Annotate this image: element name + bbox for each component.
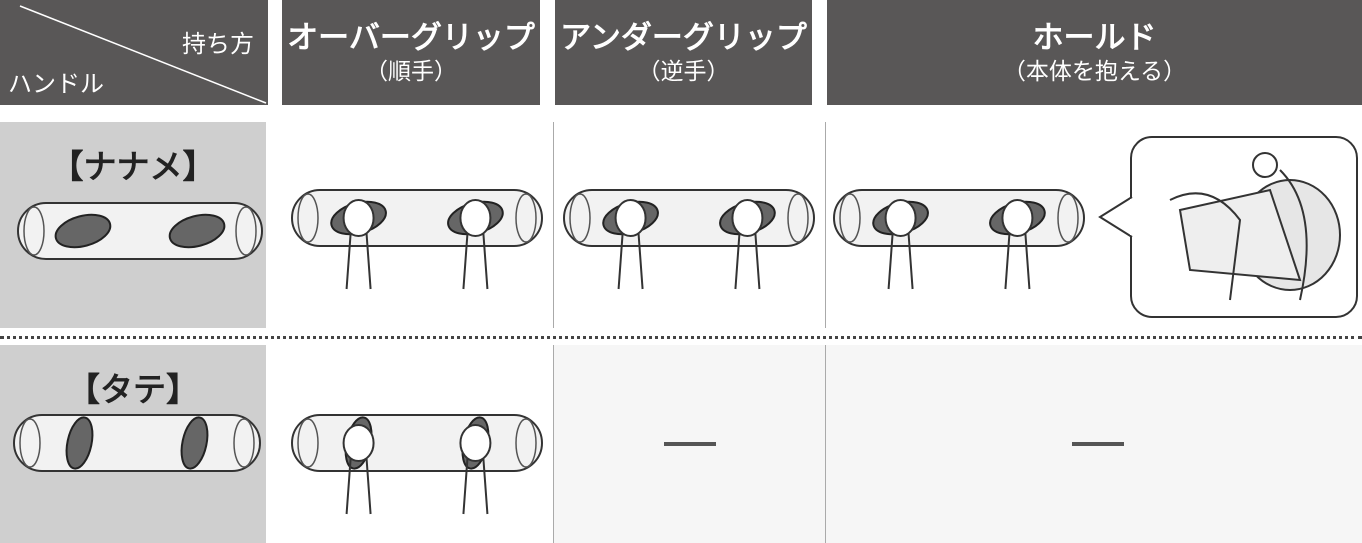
diagonal (19, 5, 267, 104)
roller-end (19, 418, 41, 468)
arm (734, 233, 761, 290)
arm (617, 233, 644, 290)
handle (168, 213, 226, 249)
column-subtitle: （本体を抱える） (1002, 59, 1187, 85)
roller-illustration (563, 189, 815, 290)
roller-body (563, 189, 815, 247)
hand (884, 199, 917, 237)
column-header: アンダーグリップ （逆手） (555, 0, 812, 105)
corner-cell: 持ち方 ハンドル (0, 0, 268, 105)
arm (1004, 233, 1031, 290)
row-label: 【ナナメ】 (50, 147, 216, 186)
not-applicable-dash (1072, 442, 1124, 446)
balloon-pointer (1098, 196, 1134, 238)
roller-end (839, 193, 861, 243)
hand (342, 199, 375, 237)
column-title: オーバーグリップ (287, 20, 535, 56)
roller-end (515, 418, 537, 468)
roller-body (833, 189, 1085, 247)
arm (345, 233, 372, 290)
row-label: 【タテ】 (67, 370, 199, 409)
roller-body (291, 189, 543, 247)
roller-end (235, 206, 257, 256)
column-header: オーバーグリップ （順手） (282, 0, 540, 105)
arm (462, 233, 489, 290)
roller-end (1057, 193, 1079, 243)
roller-body (291, 414, 543, 472)
empty-cell (554, 345, 825, 543)
roller-body (17, 202, 263, 260)
column-title: ホールド (1032, 20, 1157, 56)
handle (180, 416, 209, 470)
hand (1001, 199, 1034, 237)
hold-illustration (1169, 152, 1341, 301)
roller-illustration (13, 414, 261, 472)
hand (342, 424, 375, 462)
roller-end (233, 418, 255, 468)
empty-cell (826, 345, 1362, 543)
row-divider (0, 336, 1362, 339)
corner-bottom: ハンドル (8, 70, 104, 98)
roller-end (297, 193, 319, 243)
arm (462, 458, 489, 515)
roller-illustration (17, 202, 263, 260)
arm (887, 233, 914, 290)
hand (459, 424, 492, 462)
roller-illustration (291, 189, 543, 290)
roller-end (569, 193, 591, 243)
roller-end (787, 193, 809, 243)
column-subtitle: （順手） (365, 59, 457, 85)
roller-body (13, 414, 261, 472)
column-header: ホールド （本体を抱える） (827, 0, 1362, 105)
column-divider (553, 122, 554, 328)
column-divider (825, 122, 826, 328)
roller-end (23, 206, 45, 256)
not-applicable-dash (664, 442, 716, 446)
corner-top: 持ち方 (182, 30, 254, 58)
column-divider (553, 345, 554, 543)
handle (54, 213, 112, 249)
roller-illustration (291, 414, 543, 515)
hand (731, 199, 764, 237)
column-subtitle: （逆手） (637, 59, 730, 85)
arm (345, 458, 372, 515)
hand (459, 199, 492, 237)
roller-end (515, 193, 537, 243)
column-divider (825, 345, 826, 543)
roller-illustration (833, 189, 1085, 290)
roller-end (297, 418, 319, 468)
handle (65, 416, 94, 470)
hand (614, 199, 647, 237)
column-title: アンダーグリップ (560, 20, 807, 56)
